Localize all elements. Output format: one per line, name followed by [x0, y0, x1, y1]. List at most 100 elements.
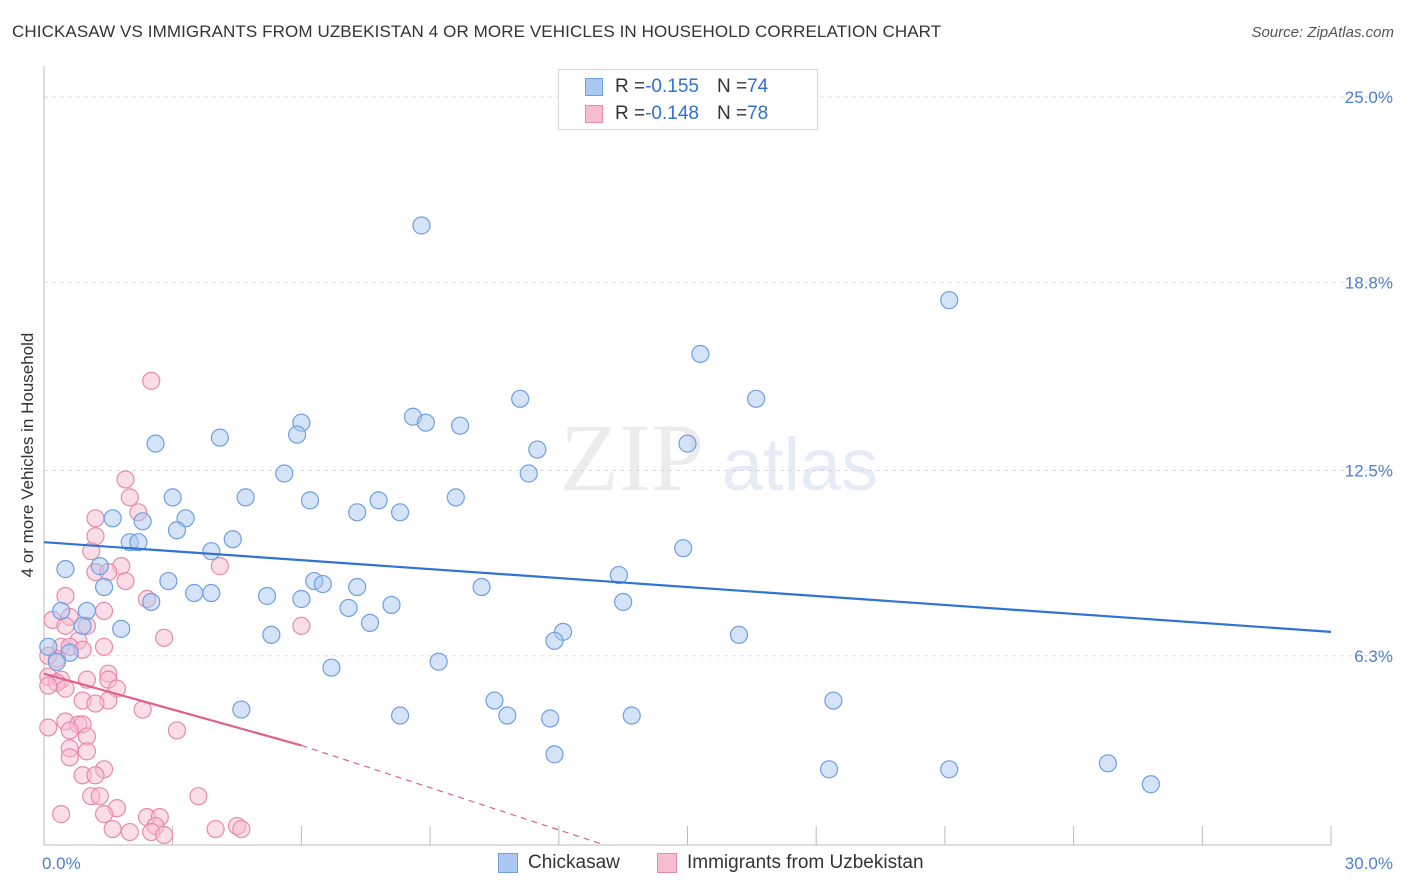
chickasaw-point — [292, 589, 311, 609]
series-legend: Chickasaw Immigrants from Uzbekistan — [0, 850, 1406, 878]
uzbekistan-points — [39, 371, 311, 845]
chickasaw-point — [52, 601, 71, 621]
chickasaw-point — [322, 658, 341, 677]
uzbekistan-point — [103, 819, 122, 839]
y-tick-labels: 6.3% 12.5% 18.8% 25.0% — [1345, 88, 1393, 666]
uzbekistan-point — [39, 676, 58, 695]
chickasaw-point — [232, 700, 251, 719]
chickasaw-point — [142, 592, 161, 612]
chickasaw-point — [39, 637, 58, 656]
chickasaw-point — [498, 706, 517, 725]
chickasaw-point — [369, 491, 388, 510]
chickasaw-point — [416, 413, 435, 432]
chickasaw-point — [824, 691, 843, 710]
chickasaw-point — [223, 530, 242, 549]
y-tick-label: 6.3% — [1354, 647, 1393, 666]
uzbekistan-point — [232, 819, 251, 839]
watermark-atlas: atlas — [722, 423, 878, 506]
chickasaw-point — [73, 616, 92, 635]
legend-n-value: 74 — [747, 76, 769, 97]
legend-n-value: 78 — [747, 103, 769, 124]
chickasaw-point — [202, 583, 221, 603]
chickasaw-point — [288, 425, 307, 444]
chickasaw-trendline — [43, 541, 1332, 633]
uzbekistan-point — [206, 819, 225, 839]
chickasaw-point — [545, 631, 564, 650]
source-label: Source: ZipAtlas.com — [1251, 24, 1394, 41]
uzbekistan-point — [90, 787, 109, 806]
chickasaw-point — [729, 625, 749, 644]
chickasaw-point — [1098, 754, 1118, 773]
chickasaw-point — [202, 542, 221, 561]
legend-item-chickasaw[interactable]: Chickasaw — [498, 852, 620, 874]
x-tick-label: 0.0% — [42, 854, 81, 873]
y-tick-label: 25.0% — [1345, 88, 1393, 107]
uzbekistan-trendline — [43, 672, 302, 747]
uzbekistan-point — [155, 825, 174, 845]
chickasaw-point — [339, 598, 358, 618]
uzbekistan-point — [116, 571, 135, 591]
uzbekistan-point — [56, 586, 75, 606]
chickasaw-point — [678, 434, 697, 453]
uzbekistan-point — [155, 628, 174, 647]
legend-n-label: N = — [716, 103, 748, 124]
chickasaw-point — [747, 389, 766, 408]
chickasaw-point — [146, 434, 165, 453]
chickasaw-point — [210, 428, 229, 447]
uzbekistan-point — [86, 509, 105, 528]
chickasaw-point — [56, 560, 75, 579]
chickasaw-point — [257, 586, 277, 606]
chickasaw-points — [39, 216, 1160, 794]
chickasaw-point — [47, 652, 66, 671]
y-axis-label: 4 or more Vehicles in Household — [18, 333, 37, 578]
chickasaw-point — [541, 709, 560, 728]
chickasaw-point — [390, 503, 410, 522]
chickasaw-point — [940, 291, 959, 310]
chickasaw-point — [348, 503, 367, 522]
legend-r-value: -0.155 — [645, 76, 699, 97]
legend-row-uzbekistan: R = -0.148 N = 78 — [585, 102, 768, 126]
gridlines — [44, 96, 1393, 657]
uzbekistan-point — [86, 766, 105, 785]
chickasaw-point — [167, 521, 187, 540]
chickasaw-point — [60, 643, 79, 662]
y-tick-label: 12.5% — [1345, 462, 1393, 481]
stats-legend: R = -0.155 N = 74 R = -0.148 N = 78 — [558, 69, 818, 130]
chickasaw-point — [185, 583, 204, 603]
uzbekistan-point — [86, 694, 105, 713]
chickasaw-point — [451, 416, 470, 435]
legend-swatch-chickasaw — [585, 78, 603, 96]
uzbekistan-point — [56, 616, 75, 635]
x-tick-label: 30.0% — [1345, 854, 1393, 873]
chickasaw-point — [519, 464, 538, 483]
chickasaw-point — [103, 509, 122, 528]
chickasaw-point — [691, 344, 710, 364]
chickasaw-point — [511, 389, 530, 408]
chickasaw-point — [90, 557, 109, 576]
chickasaw-point — [163, 488, 182, 507]
chickasaw-point — [472, 577, 491, 597]
uzbekistan-point — [56, 679, 75, 698]
chickasaw-point — [112, 619, 131, 638]
uzbekistan-point — [82, 542, 101, 561]
legend-item-uzbekistan[interactable]: Immigrants from Uzbekistan — [657, 852, 924, 874]
chickasaw-point — [819, 760, 839, 779]
uzbekistan-point — [292, 616, 311, 635]
legend-label-chickasaw: Chickasaw — [528, 852, 620, 873]
chickasaw-point — [360, 613, 380, 632]
uzbekistan-point — [60, 748, 79, 767]
chickasaw-point — [129, 533, 148, 552]
chart-title: CHICKASAW VS IMMIGRANTS FROM UZBEKISTAN … — [12, 22, 942, 41]
x-tick-labels: 0.0% 30.0% — [42, 854, 1393, 873]
legend-n-label: N = — [716, 76, 748, 97]
chickasaw-point — [614, 592, 633, 612]
uzbekistan-point — [167, 721, 187, 740]
uzbekistan-point — [120, 488, 139, 507]
chickasaw-point — [300, 491, 320, 510]
uzbekistan-point — [94, 601, 114, 621]
chickasaw-point — [236, 488, 255, 507]
legend-row-chickasaw: R = -0.155 N = 74 — [585, 75, 768, 99]
chickasaw-point — [133, 512, 152, 531]
uzbekistan-point — [94, 637, 114, 656]
legend-r-label: R = — [615, 76, 646, 97]
